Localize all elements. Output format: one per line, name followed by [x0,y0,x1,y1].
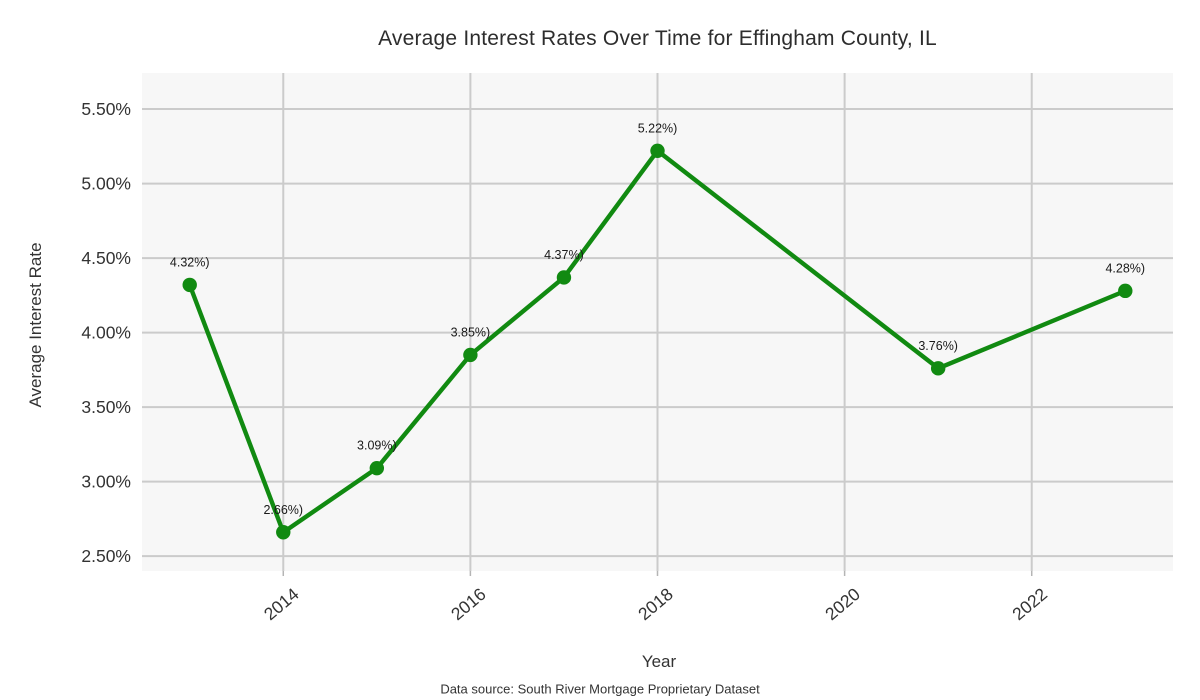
data-point-label: 4.32%) [170,255,210,269]
south-river-mortgage-logo: South River Mortgage [0,600,160,700]
data-point-label: 5.22%) [638,121,678,135]
x-tick-label: 2014 [260,584,303,625]
data-point [650,143,665,158]
data-point-label: 4.37%) [544,248,584,262]
x-tick-label: 2018 [634,584,677,624]
data-point-label: 3.09%) [357,439,397,453]
x-tick-label: 2020 [821,584,864,625]
data-point [556,270,572,285]
data-point [1118,283,1133,299]
y-tick-label: 5.50% [81,99,131,119]
data-line [187,148,1128,535]
y-tick-label: 5.00% [81,174,131,194]
y-axis-title: Average Interest Rate [26,242,45,408]
data-source-note: Data source: South River Mortgage Propri… [440,681,760,697]
data-point-label: 2.66%) [263,503,303,517]
x-axis-title: Year [641,652,677,671]
data-point [369,460,385,476]
data-point [463,347,478,363]
data-point-label: 4.28%) [1105,261,1145,275]
y-tick-label: 3.50% [81,397,131,417]
data-point-label: 3.85%) [451,325,491,339]
chart-title: Average Interest Rates Over Time for Eff… [378,27,937,50]
y-tick-label: 4.50% [81,248,131,268]
x-tick-label: 2016 [447,584,490,624]
y-tick-label: 2.50% [81,546,131,566]
data-point [276,525,291,540]
x-tick-label: 2022 [1008,584,1051,624]
data-point-label: 3.76%) [918,339,958,353]
data-point [182,277,197,293]
y-tick-label: 3.00% [81,472,131,492]
y-tick-label: 4.00% [81,323,131,343]
data-point [930,361,946,376]
